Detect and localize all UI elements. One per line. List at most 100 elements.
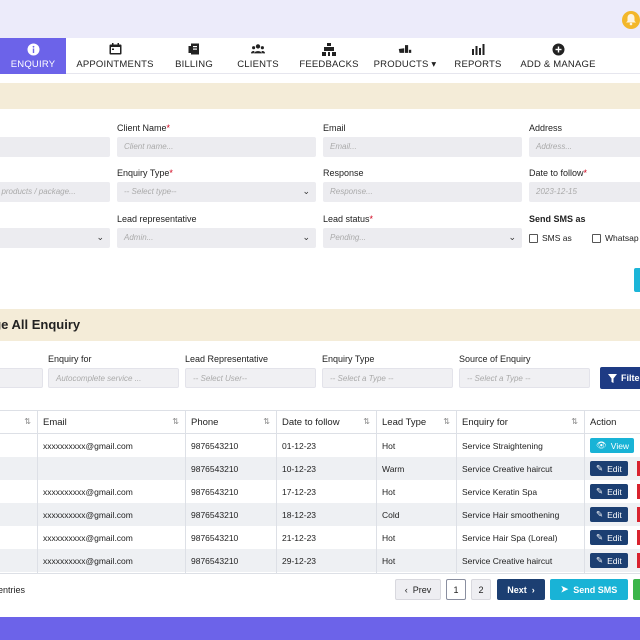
chevron-down-icon: ⌄ <box>302 232 310 242</box>
filter-enquiry-for-label: Enquiry for <box>48 354 92 364</box>
nav-label: ENQUIRY <box>10 58 56 70</box>
page-2-button[interactable]: 2 <box>471 579 491 600</box>
cell-lead-type: Hot <box>382 556 396 566</box>
cell-date: 29-12-23 <box>282 556 317 566</box>
column-divider <box>376 411 377 574</box>
checkbox-box[interactable] <box>529 233 538 243</box>
view-button[interactable]: 👁 View <box>590 438 634 453</box>
calendar-icon <box>108 43 122 56</box>
nav-clients[interactable]: CLIENTS <box>234 38 282 74</box>
nav-label: CLIENTS <box>237 58 279 70</box>
edit-button[interactable]: ✎ Edit <box>590 507 628 522</box>
column-header-phone[interactable]: Phone ⇅ <box>185 411 276 433</box>
enquiry-for-input[interactable]: / products / package... <box>0 182 110 202</box>
view-button-label: View <box>610 440 630 451</box>
source-select[interactable]: ⌄ <box>0 228 110 248</box>
column-header-label: Phone <box>191 417 219 428</box>
submit-button[interactable] <box>634 268 640 292</box>
nav-appointments[interactable]: APPOINTMENTS <box>72 38 158 74</box>
edit-button[interactable]: ✎ Edit <box>590 553 628 568</box>
plus-circle-icon <box>551 43 565 56</box>
entries-info: entries <box>0 585 26 595</box>
filter-enquiry-type-label: Enquiry Type <box>322 354 375 364</box>
edit-icon: ✎ <box>596 509 604 519</box>
info-circle-icon <box>26 43 40 56</box>
cell-enquiry-for: Service Creative haircut <box>462 556 553 566</box>
sort-icon[interactable]: ⇅ <box>24 417 31 426</box>
send-sms-label: Send SMS <box>573 584 618 595</box>
date-to-follow-label: Date to follow* <box>529 168 588 178</box>
column-header-email[interactable]: Email ⇅ <box>37 411 185 433</box>
lead-rep-select[interactable]: Admin... ⌄ <box>117 228 316 248</box>
sort-icon[interactable]: ⇅ <box>443 417 450 426</box>
checkbox-box[interactable] <box>592 233 601 243</box>
chevron-right-icon: › <box>531 584 535 595</box>
prev-page-button[interactable]: ‹ Prev <box>395 579 441 600</box>
response-label: Response <box>323 168 364 178</box>
chevron-left-icon: ‹ <box>404 584 408 595</box>
sort-icon[interactable]: ⇅ <box>571 417 578 426</box>
sms-checkbox[interactable]: SMS as <box>529 233 572 243</box>
filter-name-input[interactable] <box>0 368 43 388</box>
filter-enquiry-for-input[interactable]: Autocomplete service ... <box>48 368 179 388</box>
nav-feedbacks[interactable]: FEEDBACKS <box>299 38 358 74</box>
edit-button[interactable]: ✎ Edit <box>590 530 628 545</box>
delete-button[interactable] <box>637 461 640 476</box>
filter-lead-rep-select[interactable]: -- Select User-- <box>185 368 316 388</box>
cell-phone: 9876543210 <box>191 464 239 474</box>
cell-lead-type: Hot <box>382 441 396 451</box>
cell-date: 10-12-23 <box>282 464 317 474</box>
whatsapp-button[interactable] <box>633 579 640 600</box>
feedback-icon <box>322 42 336 56</box>
nav-reports[interactable]: REPORTS <box>454 38 502 74</box>
nav-products[interactable]: PRODUCTS ▾ <box>374 38 436 74</box>
address-label: Address <box>529 123 563 133</box>
edit-button[interactable]: ✎ Edit <box>590 461 628 476</box>
table-row: xxxxxxxxxx@gmail.com 9876543210 01-12-23… <box>0 434 640 457</box>
lead-status-select[interactable]: Pending... ⌄ <box>323 228 522 248</box>
cell-phone: 9876543210 <box>191 510 239 520</box>
table-row: xxxxxxxxxx@gmail.com 9876543210 18-12-23… <box>0 503 640 526</box>
whatsapp-checkbox[interactable]: Whatsap <box>592 233 639 243</box>
enquiry-type-select[interactable]: -- Select type-- ⌄ <box>117 182 316 202</box>
eye-icon: 👁 <box>596 440 607 450</box>
lead-status-label: Lead status* <box>323 214 374 224</box>
sort-icon[interactable]: ⇅ <box>172 417 179 426</box>
chevron-down-icon: ⌄ <box>302 186 310 196</box>
next-page-button[interactable]: Next › <box>497 579 545 600</box>
column-header-name[interactable]: ⇅ <box>0 411 37 433</box>
client-name-input[interactable]: Client name... <box>117 137 316 157</box>
address-input[interactable]: Address... <box>529 137 640 157</box>
cell-enquiry-for: Service Straightening <box>462 441 543 451</box>
enquiry-name-field[interactable] <box>0 137 110 157</box>
cell-email: xxxxxxxxxx@gmail.com <box>43 533 133 543</box>
delete-button[interactable] <box>637 530 640 545</box>
edit-button[interactable]: ✎ Edit <box>590 484 628 499</box>
email-input[interactable]: Email... <box>323 137 522 157</box>
page-1-button[interactable]: 1 <box>446 579 466 600</box>
column-header-date[interactable]: Date to follow ⇅ <box>276 411 376 433</box>
date-to-follow-input[interactable]: 2023-12-15 <box>529 182 640 202</box>
table-row: xxxxxxxxxx@gmail.com 9876543210 21-12-23… <box>0 526 640 549</box>
nav-enquiry[interactable]: ENQUIRY <box>0 38 66 74</box>
edit-button-label: Edit <box>607 486 622 497</box>
delete-button[interactable] <box>637 507 640 522</box>
add-enquiry-header <box>0 83 640 109</box>
sort-icon[interactable]: ⇅ <box>263 417 270 426</box>
nav-billing[interactable]: BILLING <box>170 38 218 74</box>
filter-source-select[interactable]: -- Select a Type -- <box>459 368 590 388</box>
send-sms-button[interactable]: ➤ Send SMS <box>550 579 628 600</box>
sort-icon[interactable]: ⇅ <box>363 417 370 426</box>
response-input[interactable]: Response... <box>323 182 522 202</box>
delete-button[interactable] <box>637 553 640 568</box>
filter-button[interactable]: Filte <box>600 367 640 389</box>
chevron-down-icon: ⌄ <box>508 232 516 242</box>
notification-bell-icon[interactable] <box>622 11 640 29</box>
delete-button[interactable] <box>637 484 640 499</box>
column-header-enquiry-for[interactable]: Enquiry for ⇅ <box>456 411 584 433</box>
column-header-lead-type[interactable]: Lead Type ⇅ <box>376 411 456 433</box>
cell-email: xxxxxxxxxx@gmail.com <box>43 510 133 520</box>
nav-add-manage[interactable]: ADD & MANAGE <box>520 38 596 74</box>
filter-source-label: Source of Enquiry <box>459 354 531 364</box>
filter-enquiry-type-select[interactable]: -- Select a Type -- <box>322 368 453 388</box>
